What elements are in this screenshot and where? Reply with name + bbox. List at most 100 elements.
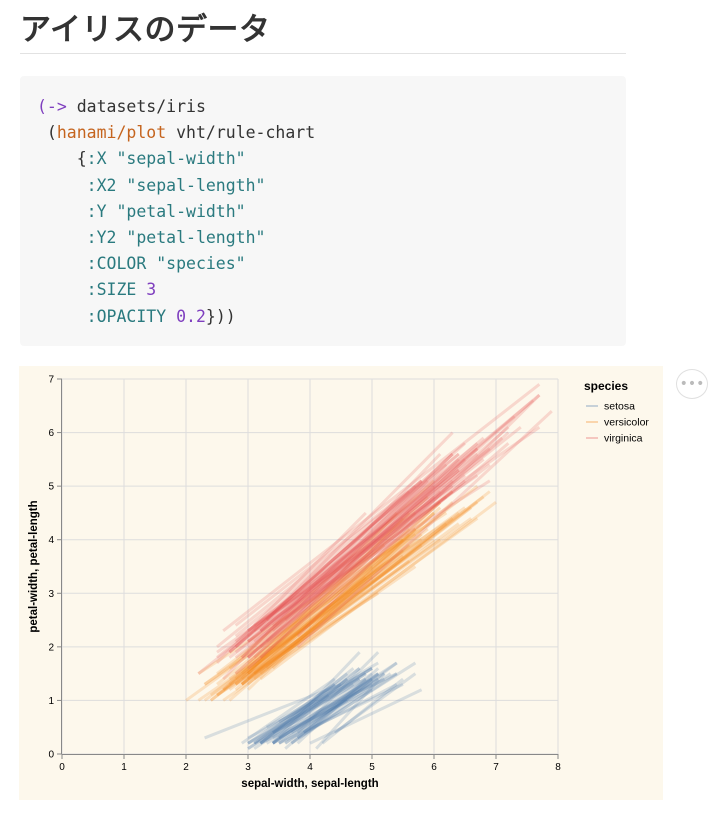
rule-mark-setosa [296, 661, 417, 740]
rule-mark-virginica [259, 436, 485, 632]
rule-mark-setosa [271, 672, 380, 745]
rule-mark-virginica [228, 468, 460, 654]
code-line: :COLOR "species" [37, 251, 315, 277]
rule-mark-virginica [284, 426, 510, 622]
rule-mark-virginica [222, 383, 541, 632]
legend-title: species [584, 379, 628, 393]
rule-chart: 0 1 2 3 4 5 6 7 8 0 1 2 3 4 5 6 7 sepal-width, sepal-leng… [28, 375, 649, 791]
code-block: (-> datasets/iris (hanami/plot vht/rule-… [20, 76, 626, 346]
page-title: アイリスのデータ [20, 12, 271, 48]
rule-mark-setosa [272, 677, 386, 745]
rule-mark-versicolor [253, 517, 479, 681]
rule-mark-setosa [302, 661, 398, 734]
y-axis-title: petal-width, petal-length [28, 500, 40, 632]
rule-mark-versicolor [203, 517, 454, 686]
rule-mark-versicolor [234, 501, 442, 691]
rule-mark-setosa [259, 683, 355, 745]
code-token [37, 307, 87, 326]
rule-mark-versicolor [253, 501, 479, 675]
rule-mark-versicolor [228, 533, 423, 702]
rule-mark-virginica [240, 452, 454, 659]
rule-mark-versicolor [228, 527, 411, 686]
rule-mark-setosa [271, 667, 361, 745]
rule-mark-versicolor [247, 517, 473, 681]
rule-mark-virginica [234, 495, 448, 659]
rule-mark-virginica [234, 490, 411, 648]
y-tick-label: 6 [48, 428, 54, 439]
code-token: ( [37, 123, 57, 143]
code-token [37, 228, 87, 247]
x-tick-label: 6 [431, 762, 437, 773]
rule-mark-virginica [215, 511, 367, 664]
rule-mark-virginica [234, 479, 454, 675]
rule-mark-setosa [278, 677, 380, 745]
rule-mark-virginica [296, 394, 541, 638]
x-tick-label: 1 [121, 762, 127, 773]
rule-mark-virginica [247, 425, 541, 633]
x-tick-label: 0 [59, 762, 65, 773]
code-text: (-> datasets/iris (hanami/plot vht/rule-… [37, 94, 315, 330]
rule-mark-versicolor [185, 565, 373, 702]
rule-mark-virginica [253, 452, 479, 627]
code-line: :X2 "sepal-length" [37, 173, 315, 199]
rule-mark-virginica [222, 452, 442, 681]
x-tick-label: 8 [555, 762, 561, 773]
x-tick-label: 4 [307, 762, 313, 773]
rule-mark-virginica [247, 458, 485, 643]
rule-mark-virginica [259, 447, 491, 632]
rule-mark-setosa [271, 667, 373, 734]
x-axis-title: sepal-width, sepal-length [241, 778, 378, 790]
rule-mark-virginica [228, 479, 423, 654]
rule-mark-setosa [259, 667, 355, 745]
rule-mark-virginica [253, 479, 491, 633]
code-token: :X2 "sepal-length" [86, 175, 266, 195]
rule-mark-versicolor [234, 506, 466, 675]
rule-mark-virginica [247, 442, 466, 638]
rule-mark-setosa [284, 699, 349, 745]
rule-mark-setosa [278, 683, 373, 740]
x-tick-label: 3 [245, 762, 251, 773]
rule-mark-versicolor [234, 533, 417, 686]
rule-mark-versicolor [222, 538, 423, 691]
rule-mark-versicolor [234, 538, 442, 686]
code-token [37, 280, 87, 299]
rule-mark-setosa [271, 677, 349, 740]
legend-label-versicolor: versicolor [604, 417, 649, 429]
rule-mark-setosa [247, 677, 361, 750]
x-tick-label: 2 [183, 762, 189, 773]
code-token: :SIZE [86, 280, 147, 300]
rule-mark-setosa [296, 651, 380, 734]
code-line: {:X "sepal-width" [37, 146, 315, 172]
rule-mark-versicolor [209, 576, 367, 702]
rule-mark-virginica [265, 447, 479, 622]
rule-mark-setosa [247, 677, 361, 740]
rule-mark-versicolor [234, 511, 417, 686]
code-token: 3 [146, 280, 157, 300]
rule-mark-versicolor [246, 527, 417, 691]
rule-mark-setosa [278, 677, 379, 740]
x-tick-label: 5 [369, 762, 375, 773]
code-token [37, 254, 87, 273]
rule-mark-virginica [247, 495, 435, 659]
rule-mark-virginica [197, 484, 435, 675]
rule-mark-setosa [303, 683, 398, 734]
chart-actions-menu-button[interactable]: ••• [676, 369, 708, 399]
legend-label-setosa: setosa [604, 401, 635, 413]
rule-mark-versicolor [253, 490, 491, 675]
code-line: :Y2 "petal-length" [37, 225, 315, 251]
rule-mark-virginica [234, 426, 522, 654]
rule-mark-virginica [234, 452, 460, 638]
rule-mark-versicolor [209, 554, 404, 702]
rule-mark-versicolor [203, 538, 404, 686]
chart-panel: 0 1 2 3 4 5 6 7 8 0 1 2 3 4 5 6 7 sepal-width, sepal-leng… [19, 366, 663, 800]
rule-mark-virginica [234, 393, 541, 649]
rule-mark-setosa [271, 672, 373, 745]
rule-mark-versicolor [228, 543, 386, 681]
rule-mark-versicolor [247, 506, 442, 681]
y-tick-label: 2 [48, 642, 54, 653]
rule-mark-virginica [247, 436, 504, 643]
rule-mark-versicolor [203, 576, 373, 702]
code-token: })) [205, 306, 236, 326]
rule-mark-setosa [290, 672, 398, 745]
rule-mark-setosa [284, 677, 367, 750]
